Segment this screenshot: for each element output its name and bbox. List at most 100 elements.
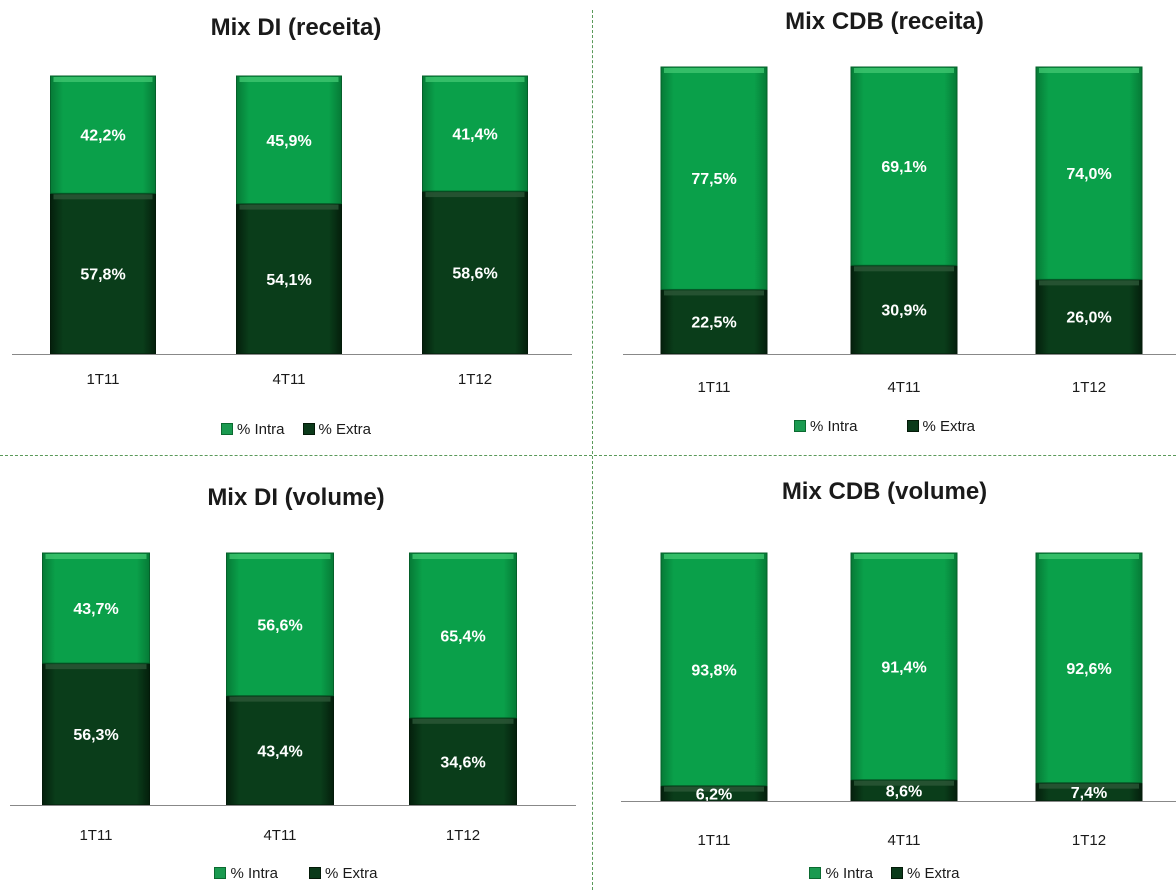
bar-segment-extra bbox=[1035, 278, 1143, 355]
bar-bevel-extra bbox=[412, 718, 514, 724]
chart-title: Mix CDB (receita) bbox=[785, 8, 984, 35]
bar-segment-intra bbox=[850, 66, 958, 266]
data-label-intra: 69,1% bbox=[881, 159, 926, 176]
bar-segment-intra bbox=[660, 552, 768, 787]
stacked-bar-chart: 56,3% 43,7% 1T11 43,4% 56,6% 4T11 34,6% 65,4% 1T… bbox=[10, 552, 576, 844]
legend-item-intra: % Intra bbox=[214, 865, 278, 882]
chart-legend: % Intra % Extra bbox=[0, 865, 592, 882]
bar-segment-intra bbox=[409, 552, 517, 719]
bar-bevel-extra bbox=[1039, 280, 1139, 286]
bar-segment-intra bbox=[850, 552, 958, 781]
legend-swatch-extra bbox=[302, 423, 315, 435]
data-label-extra: 7,4% bbox=[1071, 785, 1107, 802]
data-label-intra: 92,6% bbox=[1066, 661, 1111, 678]
bar-segment-intra bbox=[50, 75, 156, 194]
chart-panel-mix-di-volume: Mix DI (volume) 56,3% 43,7% 1T11 43,4% 56,6%… bbox=[0, 456, 592, 892]
bar-bevel-extra bbox=[664, 786, 764, 792]
chart-legend: % Intra % Extra bbox=[593, 418, 1176, 435]
bar-segment-intra bbox=[1035, 66, 1143, 280]
legend-label: % Extra bbox=[922, 418, 976, 435]
bar-bevel-intra bbox=[664, 68, 764, 73]
data-label-extra: 34,6% bbox=[440, 754, 485, 771]
category-label: 4T11 bbox=[272, 371, 305, 388]
chart-title: Mix DI (volume) bbox=[207, 484, 385, 511]
bar-bevel-intra bbox=[45, 554, 147, 559]
chart-panel-mix-cdb-receita: Mix CDB (receita) 22,5% 77,5% 1T11 30,9% 69,… bbox=[593, 0, 1176, 455]
legend-item-extra: % Extra bbox=[906, 418, 976, 435]
legend-swatch-intra bbox=[214, 867, 227, 879]
bar-bevel-extra bbox=[45, 664, 147, 670]
data-label-extra: 8,6% bbox=[886, 783, 922, 800]
vertical-divider bbox=[592, 10, 593, 890]
bar-bevel-intra bbox=[425, 77, 525, 82]
category-label: 1T11 bbox=[697, 832, 730, 849]
category-label: 4T11 bbox=[887, 379, 920, 396]
stacked-bar-chart: 6,2% 93,8% 1T11 8,6% 91,4% 4T11 7,4% 92,6% 1T12 bbox=[621, 552, 1176, 849]
bar-segment-intra bbox=[236, 75, 342, 205]
data-label-extra: 57,8% bbox=[80, 267, 125, 284]
chart-panel-mix-cdb-volume: Mix CDB (volume) 6,2% 93,8% 1T11 8,6% 91,4% 4… bbox=[593, 456, 1176, 892]
bar-bevel-intra bbox=[854, 554, 954, 559]
bar-segment-intra bbox=[660, 66, 768, 290]
data-label-intra: 45,9% bbox=[266, 133, 311, 150]
data-label-intra: 65,4% bbox=[440, 628, 485, 645]
bar-segment-intra bbox=[226, 552, 334, 697]
data-label-intra: 42,2% bbox=[80, 128, 125, 145]
category-label: 1T12 bbox=[446, 827, 480, 844]
bar-bevel-extra bbox=[854, 780, 954, 786]
bar-bevel-intra bbox=[229, 554, 331, 559]
legend-label: % Intra bbox=[809, 418, 858, 435]
bar-segment-extra bbox=[409, 717, 517, 806]
legend-label: % Intra bbox=[236, 421, 285, 438]
legend-swatch-extra bbox=[906, 420, 919, 432]
legend-item-extra: % Extra bbox=[891, 865, 960, 882]
data-label-intra: 74,0% bbox=[1066, 166, 1111, 183]
category-label: 1T12 bbox=[458, 371, 492, 388]
bar-bevel-intra bbox=[239, 77, 339, 82]
bar-segment-extra bbox=[50, 192, 156, 355]
legend-label: % Intra bbox=[825, 865, 873, 882]
legend-item-intra: % Intra bbox=[220, 421, 285, 438]
data-label-intra: 56,6% bbox=[257, 617, 302, 634]
category-label: 4T11 bbox=[887, 832, 920, 849]
bar-segment-extra bbox=[850, 264, 958, 355]
bar-bevel-intra bbox=[53, 77, 153, 82]
bar-segment-intra bbox=[422, 75, 528, 192]
data-label-extra: 58,6% bbox=[452, 266, 497, 283]
bar-segment-extra bbox=[422, 190, 528, 355]
legend-label: % Extra bbox=[325, 865, 378, 882]
data-label-extra: 56,3% bbox=[73, 727, 118, 744]
bar-bevel-intra bbox=[664, 554, 764, 559]
data-label-intra: 77,5% bbox=[691, 171, 736, 188]
bar-bevel-intra bbox=[1039, 68, 1139, 73]
bar-segment-intra bbox=[42, 552, 150, 664]
horizontal-divider bbox=[0, 455, 1176, 456]
data-label-extra: 22,5% bbox=[691, 315, 736, 332]
legend-swatch-intra bbox=[220, 423, 233, 435]
category-label: 4T11 bbox=[263, 827, 296, 844]
bar-bevel-extra bbox=[239, 204, 339, 210]
data-label-intra: 43,7% bbox=[73, 601, 118, 618]
bar-bevel-extra bbox=[854, 266, 954, 272]
bar-bevel-extra bbox=[229, 696, 331, 702]
bar-segment-extra bbox=[236, 203, 342, 355]
category-label: 1T12 bbox=[1072, 379, 1106, 396]
stacked-bar-chart: 22,5% 77,5% 1T11 30,9% 69,1% 4T11 26,0% 74,0% 1T… bbox=[623, 66, 1176, 396]
stacked-bar-chart: 57,8% 42,2% 1T11 54,1% 45,9% 4T11 58,6% 41,4% 1T… bbox=[12, 75, 572, 388]
data-label-intra: 91,4% bbox=[881, 659, 926, 676]
data-label-intra: 41,4% bbox=[452, 127, 497, 144]
category-label: 1T11 bbox=[79, 827, 112, 844]
bar-segment-intra bbox=[1035, 552, 1143, 784]
data-label-extra: 43,4% bbox=[257, 743, 302, 760]
chart-legend: % Intra % Extra bbox=[593, 865, 1176, 882]
data-label-extra: 54,1% bbox=[266, 272, 311, 289]
legend-item-intra: % Intra bbox=[809, 865, 873, 882]
legend-item-intra: % Intra bbox=[793, 418, 858, 435]
bar-bevel-intra bbox=[854, 68, 954, 73]
chart-title: Mix DI (receita) bbox=[210, 14, 382, 41]
chart-title: Mix CDB (volume) bbox=[781, 478, 988, 505]
bar-segment-extra bbox=[42, 662, 150, 806]
legend-item-extra: % Extra bbox=[309, 865, 378, 882]
bar-segment-extra bbox=[226, 695, 334, 806]
data-label-intra: 93,8% bbox=[691, 662, 736, 679]
